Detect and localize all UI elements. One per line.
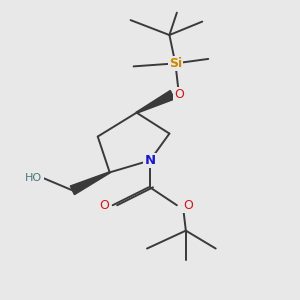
- Text: O: O: [99, 199, 109, 212]
- Text: HO: HO: [26, 173, 43, 183]
- Polygon shape: [70, 172, 110, 195]
- Polygon shape: [136, 91, 175, 113]
- Text: N: N: [144, 154, 156, 167]
- Text: Si: Si: [169, 57, 182, 70]
- Text: O: O: [183, 199, 193, 212]
- Text: O: O: [174, 88, 184, 101]
